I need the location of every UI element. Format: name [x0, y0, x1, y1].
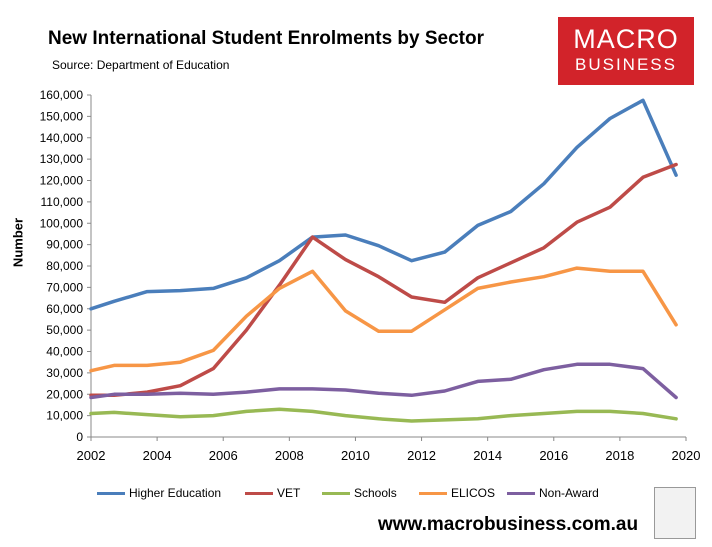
y-tick-label: 60,000	[46, 302, 83, 316]
legend-swatch	[322, 491, 350, 495]
wolf-logo-image	[654, 487, 696, 539]
x-tick-label: 2018	[605, 448, 634, 463]
y-tick-label: 30,000	[46, 366, 83, 380]
chart-title: New International Student Enrolments by …	[48, 28, 485, 49]
legend-swatch	[97, 491, 125, 495]
x-tick-label: 2012	[407, 448, 436, 463]
y-tick-label: 130,000	[40, 152, 84, 166]
x-tick-label: 2014	[473, 448, 502, 463]
series-line-elicos	[89, 266, 678, 373]
legend-item-vet: VET	[245, 486, 300, 500]
y-tick-label: 70,000	[46, 280, 83, 294]
legend-item-schools: Schools	[322, 486, 397, 500]
x-tick-label: 2010	[341, 448, 370, 463]
y-tick-label: 80,000	[46, 259, 83, 273]
x-tick-label: 2008	[275, 448, 304, 463]
y-tick-label: 100,000	[40, 216, 84, 230]
chart-source: Source: Department of Education	[52, 58, 230, 72]
legend-label: Schools	[354, 486, 397, 500]
logo-line-2: BUSINESS	[575, 55, 677, 74]
macrobusiness-logo: MACRO BUSINESS	[558, 17, 694, 85]
x-tick-label: 2002	[77, 448, 106, 463]
legend-label: Non-Award	[539, 486, 599, 500]
logo-line-1: MACRO	[573, 24, 679, 54]
y-tick-label: 150,000	[40, 109, 84, 123]
legend-label: ELICOS	[451, 486, 496, 500]
legend-label: Higher Education	[129, 486, 222, 500]
y-tick-label: 120,000	[40, 174, 84, 188]
chart-axes: 0 10,000 20,000 30,000 40,000 50,000 60,000 70,…	[40, 88, 701, 463]
y-tick-label: 10,000	[46, 409, 83, 423]
legend-item-higher-education: Higher Education	[97, 486, 221, 500]
y-tick-label: 40,000	[46, 345, 83, 359]
legend-swatch	[507, 491, 535, 495]
y-tick-label: 20,000	[46, 387, 83, 401]
series-line-schools	[89, 407, 678, 423]
x-tick-label: 2004	[143, 448, 172, 463]
y-tick-label: 140,000	[40, 131, 84, 145]
y-tick-label: 0	[76, 430, 83, 444]
series-line-non-award	[89, 362, 678, 400]
chart-series	[89, 98, 678, 423]
series-line-higher-education	[89, 98, 678, 311]
x-tick-label: 2006	[209, 448, 238, 463]
legend-swatch	[419, 491, 447, 495]
y-tick-label: 50,000	[46, 323, 83, 337]
y-tick-label: 90,000	[46, 238, 83, 252]
legend-label: VET	[277, 486, 301, 500]
y-tick-label: 160,000	[40, 88, 84, 102]
legend-item-elicos: ELICOS	[419, 486, 495, 500]
legend-item-non-award: Non-Award	[507, 486, 599, 500]
legend-swatch	[245, 491, 273, 495]
chart-legend: Higher Education VET Schools ELICOS Non-…	[97, 486, 657, 502]
series-line-vet	[89, 162, 678, 398]
x-tick-label: 2020	[672, 448, 701, 463]
website-url: www.macrobusiness.com.au	[378, 514, 639, 535]
y-tick-label: 110,000	[41, 195, 84, 209]
x-tick-label: 2016	[539, 448, 568, 463]
